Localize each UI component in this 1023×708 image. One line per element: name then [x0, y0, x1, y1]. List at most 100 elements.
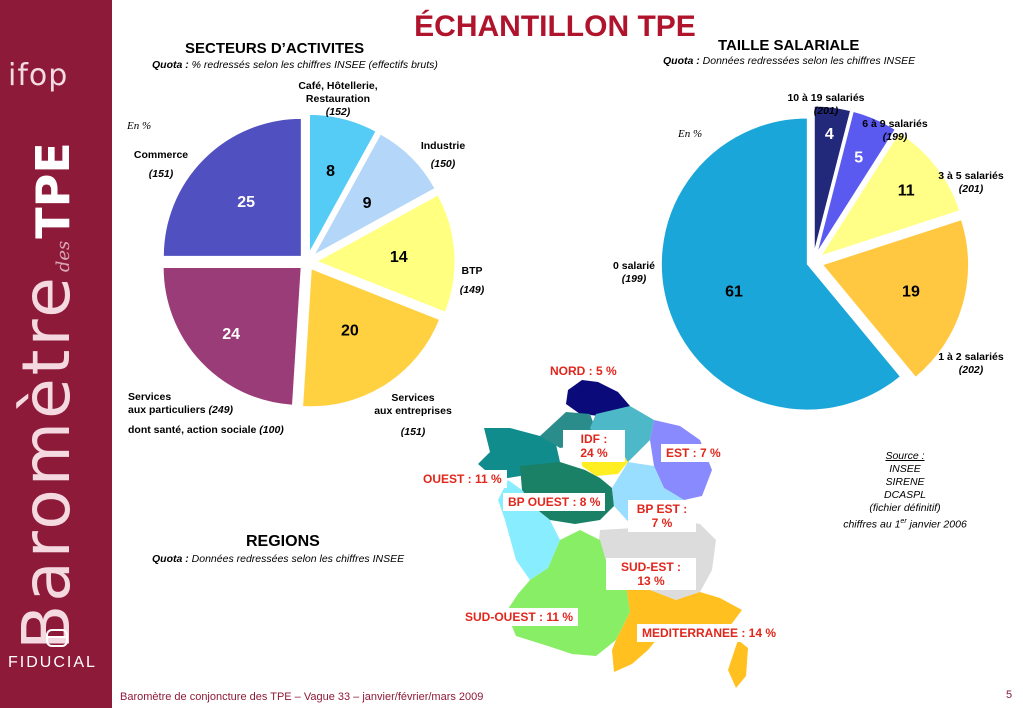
source-line-4: (fichier définitif) — [869, 502, 941, 514]
label-0: 0 salarié (199) — [596, 260, 672, 286]
regions-quota-text: Données redressées selon les chiffres IN… — [191, 553, 405, 565]
label-entreprises: Services aux entreprises (151) — [362, 392, 464, 439]
label-industrie-name: Industrie — [420, 140, 466, 152]
map-region-corse — [728, 640, 748, 688]
label-1-2: 1 à 2 salariés (202) — [920, 351, 1022, 377]
label-0-name: 0 salarié — [612, 260, 656, 272]
secteurs-value-0: 8 — [326, 163, 335, 180]
source-line-5: chiffres au 1er janvier 2006 — [800, 515, 1010, 532]
footer-text: Baromètre de conjoncture des TPE – Vague… — [120, 691, 484, 703]
sidebar: ifop BaromètredesTPE FIDUCIAL — [0, 0, 112, 708]
label-1-2-count: (202) — [958, 364, 984, 376]
label-sante-count: (100) — [259, 424, 284, 436]
taille-unit: En % — [678, 128, 703, 140]
region-label-med: MEDITERRANEE : 14 % — [637, 624, 782, 642]
label-particuliers-line1: Services — [128, 391, 172, 403]
secteurs-heading: SECTEURS D’ACTIVITES — [185, 40, 365, 57]
label-cafe: Café, Hôtellerie, Restauration (152) — [282, 80, 394, 119]
secteurs-value-2: 14 — [390, 249, 408, 266]
label-commerce-name: Commerce — [133, 149, 189, 161]
secteurs-value-5: 25 — [237, 194, 255, 211]
region-label-idf-name: IDF : — [580, 432, 608, 446]
secteurs-pie: 8 9 14 20 24 25 — [162, 113, 456, 408]
source-date-pre: chiffres au 1 — [843, 518, 901, 531]
fiducial-logo-icon — [46, 629, 68, 647]
region-label-sudest-value: 13 % — [637, 574, 665, 588]
regions-quota: Quota : Données redressées selon les chi… — [152, 553, 404, 565]
regions-quota-label: Quota : — [152, 553, 189, 565]
region-label-est: EST : 7 % — [661, 444, 726, 462]
map-region-nord — [566, 380, 630, 416]
label-btp-count: (149) — [459, 284, 485, 296]
secteurs-slice-2 — [315, 194, 456, 313]
taille-slice-4 — [660, 117, 902, 411]
page-title: ÉCHANTILLON TPE — [414, 10, 696, 43]
taille-heading: TAILLE SALARIALE — [718, 37, 860, 54]
label-btp: BTP (149) — [452, 265, 492, 297]
label-10-19-count: (201) — [813, 105, 839, 117]
taille-quota-text: Données redressées selon les chiffres IN… — [702, 55, 916, 67]
region-label-idf-value: 24 % — [580, 446, 608, 460]
region-label-nord: NORD : 5 % — [545, 362, 622, 380]
label-particuliers: Services aux particuliers (249) dont santé… — [128, 391, 284, 437]
fiducial-brand: FIDUCIAL — [8, 654, 97, 671]
secteurs-quota: Quota : % redressés selon les chiffres I… — [152, 59, 438, 71]
secteurs-quota-text: % redressés selon les chiffres INSEE (ef… — [191, 59, 438, 71]
ifop-logo: ifop — [8, 58, 69, 93]
source-line-3: DCASPL — [883, 489, 926, 501]
label-cafe-line2: Restauration — [305, 93, 371, 105]
label-10-19-name: 10 à 19 salariés — [787, 92, 865, 104]
label-10-19: 10 à 19 salariés (201) — [770, 92, 882, 118]
secteurs-value-1: 9 — [363, 195, 372, 212]
region-label-sudouest: SUD-OUEST : 11 % — [460, 608, 579, 626]
label-cafe-line1: Café, Hôtellerie, — [298, 80, 378, 92]
page-number: 5 — [1006, 689, 1013, 701]
label-entreprises-count: (151) — [400, 426, 426, 438]
taille-pie: 4 5 11 19 61 — [660, 105, 970, 411]
source-note: Source : INSEE SIRENE DCASPL (fichier dé… — [800, 450, 1010, 532]
secteurs-value-3: 20 — [341, 323, 359, 340]
label-industrie: Industrie (150) — [408, 140, 478, 171]
region-label-ouest: OUEST : 11 % — [418, 470, 507, 488]
label-3-5-count: (201) — [958, 183, 984, 195]
taille-value-3: 19 — [902, 283, 920, 300]
label-particuliers-line2: aux particuliers — [128, 404, 206, 416]
taille-slice-0 — [813, 105, 852, 253]
secteurs-quota-label: Quota : — [152, 59, 189, 71]
region-label-sudest: SUD-EST :13 % — [606, 558, 696, 590]
region-label-sudest-name: SUD-EST : — [621, 560, 681, 574]
label-6-9-count: (199) — [882, 131, 908, 143]
label-3-5-name: 3 à 5 salariés — [938, 170, 1004, 182]
label-cafe-count: (152) — [325, 106, 351, 118]
region-label-bpest: BP EST :7 % — [628, 500, 696, 532]
region-label-idf: IDF :24 % — [563, 430, 625, 462]
region-label-bpest-value: 7 % — [651, 516, 673, 530]
secteurs-slice-3 — [302, 268, 441, 408]
label-6-9-name: 6 à 9 salariés — [862, 118, 928, 130]
label-particuliers-count: (249) — [208, 404, 234, 416]
taille-value-4: 61 — [725, 283, 743, 300]
label-3-5: 3 à 5 salariés (201) — [920, 170, 1022, 196]
source-line-2: SIRENE — [885, 476, 925, 488]
taille-value-2: 11 — [898, 183, 915, 200]
region-label-bpest-name: BP EST : — [636, 502, 688, 516]
taille-quota: Quota : Données redressées selon les chi… — [663, 55, 915, 67]
label-entreprises-line2: aux entreprises — [374, 405, 452, 417]
taille-value-0: 4 — [825, 126, 834, 143]
label-commerce-count: (151) — [148, 168, 174, 180]
taille-slice-3 — [821, 219, 970, 378]
taille-quota-label: Quota : — [663, 55, 700, 67]
label-btp-name: BTP — [461, 265, 483, 277]
label-industrie-count: (150) — [430, 158, 456, 170]
secteurs-slice-1 — [312, 133, 436, 257]
source-heading: Source : — [885, 450, 925, 462]
source-date-post: janvier 2006 — [906, 518, 967, 531]
taille-slice-2 — [819, 131, 961, 257]
secteurs-slice-0 — [308, 113, 377, 253]
region-label-bpouest: BP OUEST : 8 % — [503, 493, 606, 511]
label-entreprises-line1: Services — [391, 392, 435, 404]
regions-heading: REGIONS — [246, 533, 320, 550]
source-line-1: INSEE — [889, 463, 921, 475]
label-0-count: (199) — [621, 273, 647, 285]
label-commerce: Commerce (151) — [126, 149, 196, 181]
